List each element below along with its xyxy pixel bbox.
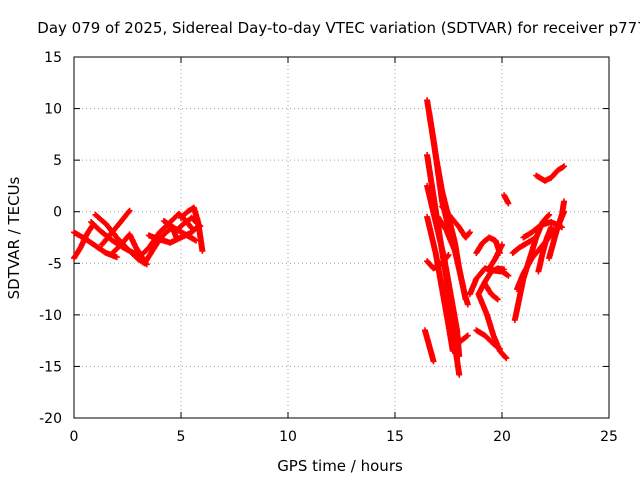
data-track	[424, 213, 456, 354]
data-track	[173, 214, 204, 234]
plus-markers	[473, 327, 503, 352]
data-track	[501, 192, 512, 207]
x-tick-label: 20	[493, 429, 511, 445]
plus-markers	[424, 213, 456, 354]
y-tick-label: -10	[39, 308, 62, 324]
axis-ticks: 0 5 10 15 20 25 -20 -15 -10 -5 0 5 10 15	[39, 50, 618, 445]
y-tick-label: 0	[53, 205, 62, 221]
x-tick-label: 25	[600, 429, 618, 445]
plus-markers	[533, 163, 568, 184]
data-track	[424, 252, 452, 272]
y-tick-label: -5	[48, 256, 62, 272]
plus-markers	[535, 224, 555, 275]
plus-markers	[546, 198, 568, 262]
data-track	[475, 291, 510, 362]
plus-markers	[501, 192, 512, 207]
plus-markers	[458, 332, 471, 344]
data-track	[473, 327, 503, 352]
plot-frame	[73, 56, 610, 419]
chart-title: Day 079 of 2025, Sidereal Day-to-day VTE…	[37, 19, 640, 37]
y-tick-label: 10	[44, 102, 62, 118]
y-tick-label: -15	[39, 359, 62, 375]
y-tick-label: 15	[44, 50, 62, 66]
data-track	[486, 241, 505, 272]
x-tick-label: 15	[386, 429, 404, 445]
plus-markers	[475, 291, 510, 362]
x-axis-label: GPS time / hours	[277, 457, 403, 475]
plus-markers	[481, 280, 501, 303]
data-track	[458, 332, 471, 344]
data-marks	[71, 97, 568, 378]
data-track	[535, 224, 555, 275]
data-track	[533, 163, 568, 184]
data-track	[98, 207, 133, 248]
data-track	[546, 198, 568, 262]
y-tick-label: 5	[53, 153, 62, 169]
data-track	[439, 203, 473, 241]
plus-markers	[422, 327, 437, 365]
y-axis-label: SDTVAR / TECUs	[5, 176, 23, 299]
plus-markers	[434, 213, 469, 303]
plus-markers	[439, 203, 473, 241]
x-tick-label: 10	[279, 429, 297, 445]
plus-markers	[424, 252, 452, 272]
x-tick-label: 0	[70, 429, 79, 445]
data-track	[434, 213, 469, 303]
data-track	[481, 280, 501, 303]
x-tick-label: 5	[177, 429, 186, 445]
data-track	[422, 327, 437, 365]
plus-markers	[98, 207, 133, 248]
data-track	[511, 211, 553, 323]
plus-markers	[173, 214, 204, 234]
y-tick-label: -20	[39, 411, 62, 427]
plus-markers	[486, 241, 505, 272]
plus-markers	[511, 211, 553, 323]
